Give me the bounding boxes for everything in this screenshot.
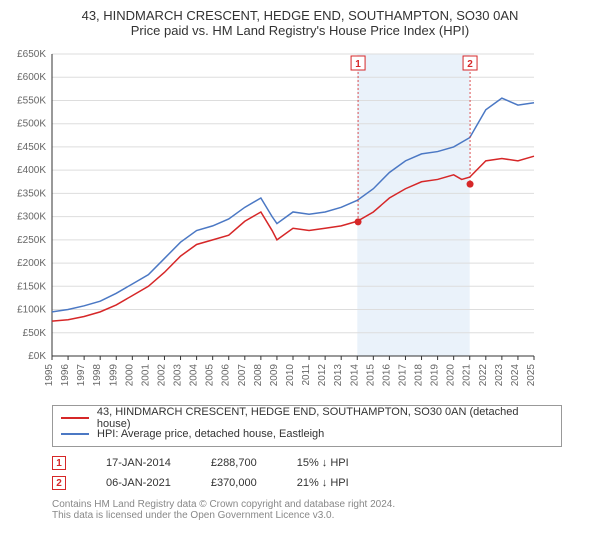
y-tick-label: £400K bbox=[17, 165, 46, 176]
transaction-marker: 2 bbox=[52, 476, 66, 490]
legend-swatch bbox=[61, 417, 89, 419]
transaction-pct: 15% ↓ HPI bbox=[297, 457, 349, 469]
x-tick-label: 2003 bbox=[173, 364, 184, 387]
x-tick-label: 1995 bbox=[44, 364, 55, 387]
marker-box-label: 1 bbox=[355, 59, 361, 70]
x-tick-label: 2024 bbox=[510, 364, 521, 387]
y-tick-label: £50K bbox=[23, 328, 47, 339]
shaded-region bbox=[357, 54, 469, 356]
y-tick-label: £550K bbox=[17, 95, 46, 106]
x-tick-label: 2014 bbox=[349, 364, 360, 387]
marker-box-label: 2 bbox=[467, 59, 473, 70]
transaction-marker: 1 bbox=[52, 456, 66, 470]
x-tick-label: 2008 bbox=[253, 364, 264, 387]
transaction-price: £288,700 bbox=[211, 457, 257, 469]
x-tick-label: 2025 bbox=[526, 364, 537, 387]
x-tick-label: 1997 bbox=[76, 364, 87, 387]
title-line-2: Price paid vs. HM Land Registry's House … bbox=[8, 23, 592, 38]
transaction-date: 06-JAN-2021 bbox=[106, 477, 171, 489]
legend-row: 43, HINDMARCH CRESCENT, HEDGE END, SOUTH… bbox=[61, 410, 553, 426]
transaction-date: 17-JAN-2014 bbox=[106, 457, 171, 469]
x-tick-label: 2023 bbox=[494, 364, 505, 387]
y-tick-label: £450K bbox=[17, 142, 46, 153]
legend-swatch bbox=[61, 433, 89, 435]
transaction-row: 1 17-JAN-2014 £288,700 15% ↓ HPI bbox=[52, 453, 562, 473]
transaction-price: £370,000 bbox=[211, 477, 257, 489]
x-tick-label: 2018 bbox=[414, 364, 425, 387]
x-tick-label: 2006 bbox=[221, 364, 232, 387]
x-tick-label: 2016 bbox=[381, 364, 392, 387]
x-tick-label: 2001 bbox=[140, 364, 151, 387]
marker-dot bbox=[467, 181, 474, 188]
y-tick-label: £300K bbox=[17, 212, 46, 223]
footer-line-1: Contains HM Land Registry data © Crown c… bbox=[52, 499, 562, 510]
y-tick-label: £250K bbox=[17, 235, 46, 246]
x-tick-label: 2012 bbox=[317, 364, 328, 387]
x-tick-label: 2015 bbox=[365, 364, 376, 387]
line-chart: £0K £50K £100K £150K £200K £250K £300K £350K £40… bbox=[8, 46, 548, 396]
x-tick-label: 1998 bbox=[92, 364, 103, 387]
chart-container: £0K £50K £100K £150K £200K £250K £300K £350K £40… bbox=[8, 46, 592, 399]
footer-line-2: This data is licensed under the Open Gov… bbox=[52, 510, 562, 521]
legend-label: 43, HINDMARCH CRESCENT, HEDGE END, SOUTH… bbox=[97, 406, 553, 430]
x-tick-label: 2007 bbox=[237, 364, 248, 387]
legend-box: 43, HINDMARCH CRESCENT, HEDGE END, SOUTH… bbox=[52, 405, 562, 447]
legend-label: HPI: Average price, detached house, East… bbox=[97, 428, 324, 440]
transaction-row: 2 06-JAN-2021 £370,000 21% ↓ HPI bbox=[52, 473, 562, 493]
x-tick-label: 2005 bbox=[205, 364, 216, 387]
x-tick-label: 2017 bbox=[397, 364, 408, 387]
y-tick-label: £650K bbox=[17, 49, 46, 60]
footer-attribution: Contains HM Land Registry data © Crown c… bbox=[52, 499, 562, 521]
x-tick-label: 1996 bbox=[60, 364, 71, 387]
chart-title-block: 43, HINDMARCH CRESCENT, HEDGE END, SOUTH… bbox=[8, 8, 592, 38]
x-tick-label: 2013 bbox=[333, 364, 344, 387]
x-tick-label: 2019 bbox=[430, 364, 441, 387]
x-tick-label: 2002 bbox=[156, 364, 167, 387]
x-tick-label: 2011 bbox=[301, 364, 312, 386]
x-tick-label: 2000 bbox=[124, 364, 135, 387]
x-tick-label: 2010 bbox=[285, 364, 296, 387]
x-tick-label: 2009 bbox=[269, 364, 280, 387]
x-tick-label: 2004 bbox=[189, 364, 200, 387]
transaction-pct: 21% ↓ HPI bbox=[297, 477, 349, 489]
transactions-table: 1 17-JAN-2014 £288,700 15% ↓ HPI 2 06-JAN-202… bbox=[52, 453, 562, 493]
y-tick-label: £600K bbox=[17, 72, 46, 83]
y-tick-label: £500K bbox=[17, 119, 46, 130]
y-tick-label: £0K bbox=[28, 351, 46, 362]
y-tick-label: £200K bbox=[17, 258, 46, 269]
title-line-1: 43, HINDMARCH CRESCENT, HEDGE END, SOUTH… bbox=[8, 8, 592, 23]
x-tick-label: 2021 bbox=[462, 364, 473, 387]
y-tick-label: £100K bbox=[17, 305, 46, 316]
y-tick-label: £150K bbox=[17, 281, 46, 292]
marker-dot bbox=[355, 218, 362, 225]
x-tick-label: 2022 bbox=[478, 364, 489, 387]
x-tick-label: 2020 bbox=[446, 364, 457, 387]
x-tick-label: 1999 bbox=[108, 364, 119, 387]
y-tick-label: £350K bbox=[17, 188, 46, 199]
